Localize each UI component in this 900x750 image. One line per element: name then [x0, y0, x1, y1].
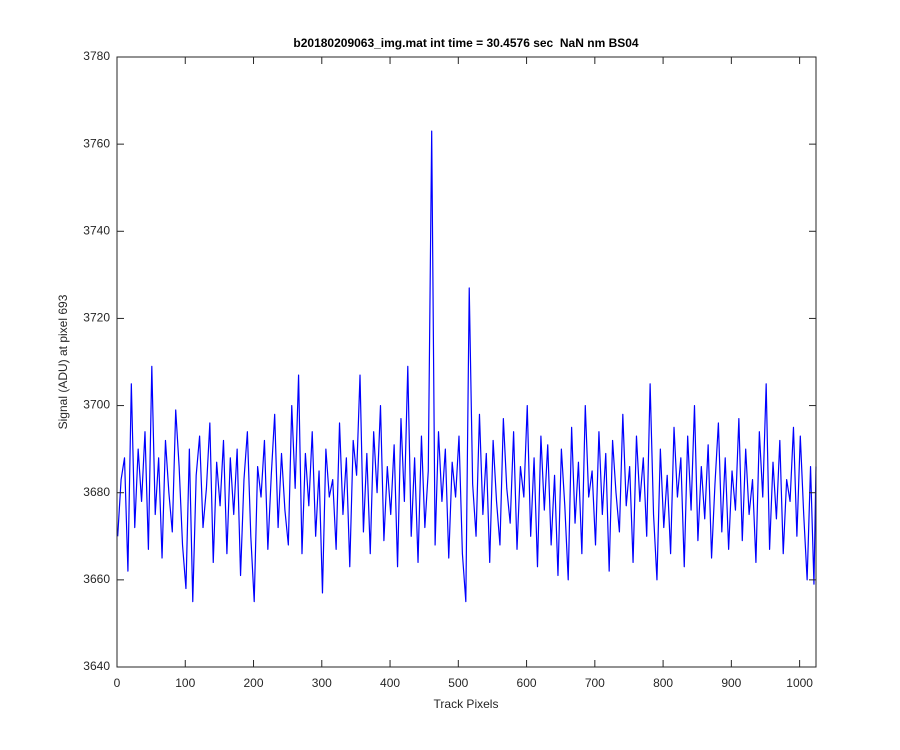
x-tick-label: 600	[517, 676, 537, 690]
x-tick-label: 0	[114, 676, 121, 690]
x-tick-label: 500	[448, 676, 468, 690]
x-tick-label: 1000	[786, 676, 813, 690]
y-tick-label: 3640	[83, 659, 110, 673]
x-tick-label: 900	[721, 676, 741, 690]
y-tick-label: 3680	[83, 485, 110, 499]
y-tick-label: 3660	[83, 572, 110, 586]
x-axis-label: Track Pixels	[434, 697, 499, 711]
chart-title: b20180209063_img.mat int time = 30.4576 …	[293, 36, 639, 50]
y-tick-label: 3720	[83, 311, 110, 325]
x-tick-label: 800	[653, 676, 673, 690]
y-axis-label: Signal (ADU) at pixel 693	[56, 294, 70, 429]
data-line	[117, 130, 817, 603]
x-tick-label: 200	[244, 676, 264, 690]
plot-box	[116, 56, 817, 668]
x-tick-label: 400	[380, 676, 400, 690]
x-tick-label: 300	[312, 676, 332, 690]
y-tick-label: 3740	[83, 223, 110, 237]
x-tick-label: 100	[175, 676, 195, 690]
y-tick-label: 3780	[83, 49, 110, 63]
x-tick-label: 700	[585, 676, 605, 690]
y-tick-label: 3760	[83, 136, 110, 150]
y-tick-label: 3700	[83, 398, 110, 412]
